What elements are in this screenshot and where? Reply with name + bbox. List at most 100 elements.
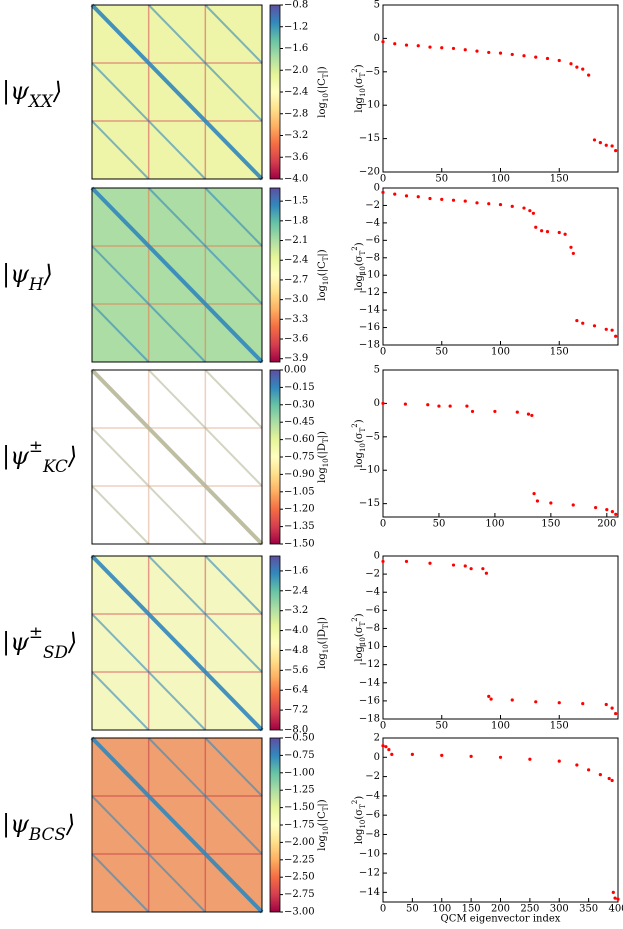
colorbar-label: log10(|DT|) <box>317 617 331 669</box>
diagonal-band <box>91 303 150 363</box>
diagonal-band <box>90 368 264 546</box>
point <box>535 499 540 503</box>
x-tick-label: 150 <box>550 721 569 732</box>
text-piece: |ψ <box>2 77 30 106</box>
colorbar-tick-label: −2.0 <box>284 65 308 76</box>
colorbar-tick-label: −0.75 <box>284 452 315 463</box>
colorbar-tick-label: −7.2 <box>284 705 308 716</box>
y-tick-label: −16 <box>359 695 380 706</box>
point <box>381 40 385 44</box>
x-tick-label: 50 <box>406 904 419 915</box>
point <box>448 404 452 408</box>
point <box>575 318 579 323</box>
colorbar-tick-label: −8.0 <box>284 725 308 736</box>
point <box>557 701 561 705</box>
point <box>522 54 526 58</box>
colorbar <box>269 369 281 545</box>
colorbar-label: log10(|CT|) <box>317 249 331 301</box>
colorbar-tick-label: −1.20 <box>284 504 315 515</box>
y-tick-label: −10 <box>359 270 380 281</box>
x-tick-label: 100 <box>485 519 504 530</box>
y-tick-label: −6 <box>365 810 380 821</box>
point <box>545 230 550 234</box>
colorbar-tick-label: −6.4 <box>284 685 308 696</box>
text-piece: ) <box>354 64 365 68</box>
point <box>416 195 420 199</box>
colorbar-tick-label: −3.0 <box>284 294 308 305</box>
point <box>532 492 536 496</box>
text-piece: T <box>359 72 367 77</box>
point <box>571 251 575 256</box>
text-piece: 10 <box>322 276 330 285</box>
diagonal-band <box>91 613 207 731</box>
colorbar-label: log10(|DT|) <box>317 431 331 483</box>
point <box>493 409 497 414</box>
x-tick-label: 100 <box>491 721 510 732</box>
point <box>451 46 456 51</box>
y-tick-label: −8 <box>365 829 380 840</box>
point <box>465 404 469 408</box>
colorbar-tick-label: −1.2 <box>284 21 308 32</box>
text-piece: T <box>322 438 330 443</box>
colorbar-tick-label: −1.05 <box>284 486 315 497</box>
point <box>416 44 420 48</box>
y-tick-label: −2 <box>365 771 380 782</box>
colorbar-tick-label: −2.4 <box>284 585 308 596</box>
text-piece: 10 <box>359 443 367 452</box>
colorbar-tick-label: −1.25 <box>284 785 315 796</box>
text-piece: |) <box>317 431 328 438</box>
point <box>604 143 608 147</box>
text-piece: T <box>359 427 367 432</box>
text-piece: log <box>317 101 328 117</box>
y-tick-label: −14 <box>359 677 380 688</box>
text-piece: 10 <box>359 637 367 646</box>
colorbar-tick-label: −1.50 <box>284 802 315 813</box>
colorbar-tick-label: −0.60 <box>284 434 315 445</box>
point <box>426 403 430 407</box>
text-piece: ± <box>29 622 43 642</box>
y-tick-label: −18 <box>359 340 380 351</box>
colorbar-tick-label: −1.50 <box>284 539 315 550</box>
y-tick-label: −8 <box>365 623 380 634</box>
text-piece: |) <box>317 66 328 73</box>
point <box>571 503 575 507</box>
diagonal-band <box>91 120 150 180</box>
text-piece: log <box>317 653 328 669</box>
text-piece: ) <box>354 419 365 423</box>
text-piece: (σ <box>354 626 365 637</box>
point <box>581 321 585 325</box>
diagonal-band <box>204 737 263 797</box>
text-piece: 2 <box>351 68 359 72</box>
x-tick-label: 0 <box>380 347 386 358</box>
text-piece: 10 <box>322 93 330 102</box>
point <box>381 401 385 406</box>
colorbar-tick-label: −2.75 <box>284 889 315 900</box>
x-tick-label: 100 <box>491 174 510 185</box>
text-piece: T <box>359 621 367 626</box>
text-piece: 2 <box>351 246 359 250</box>
y-tick-label: 0 <box>374 398 380 409</box>
y-tick-label: −16 <box>359 322 380 333</box>
x-tick-label: 0 <box>380 721 386 732</box>
diagonal-band <box>91 671 150 731</box>
text-piece: T <box>359 250 367 255</box>
x-tick-label: 50 <box>435 174 448 185</box>
point <box>510 204 514 208</box>
point <box>404 43 409 47</box>
point <box>451 198 456 202</box>
x-axis-label: QCM eigenvector index <box>441 914 561 925</box>
text-piece: |ψ <box>2 260 30 289</box>
y-tick-label: −6 <box>365 605 380 616</box>
point <box>498 755 503 759</box>
point <box>440 46 444 50</box>
point <box>557 759 561 763</box>
point <box>522 206 526 210</box>
point <box>381 190 385 194</box>
x-tick-label: 0 <box>380 904 386 915</box>
text-piece: ⟩ <box>65 810 75 838</box>
point <box>530 413 534 418</box>
x-tick-label: 200 <box>491 904 510 915</box>
text-piece: 10 <box>322 826 330 835</box>
text-piece: 2 <box>351 423 359 427</box>
